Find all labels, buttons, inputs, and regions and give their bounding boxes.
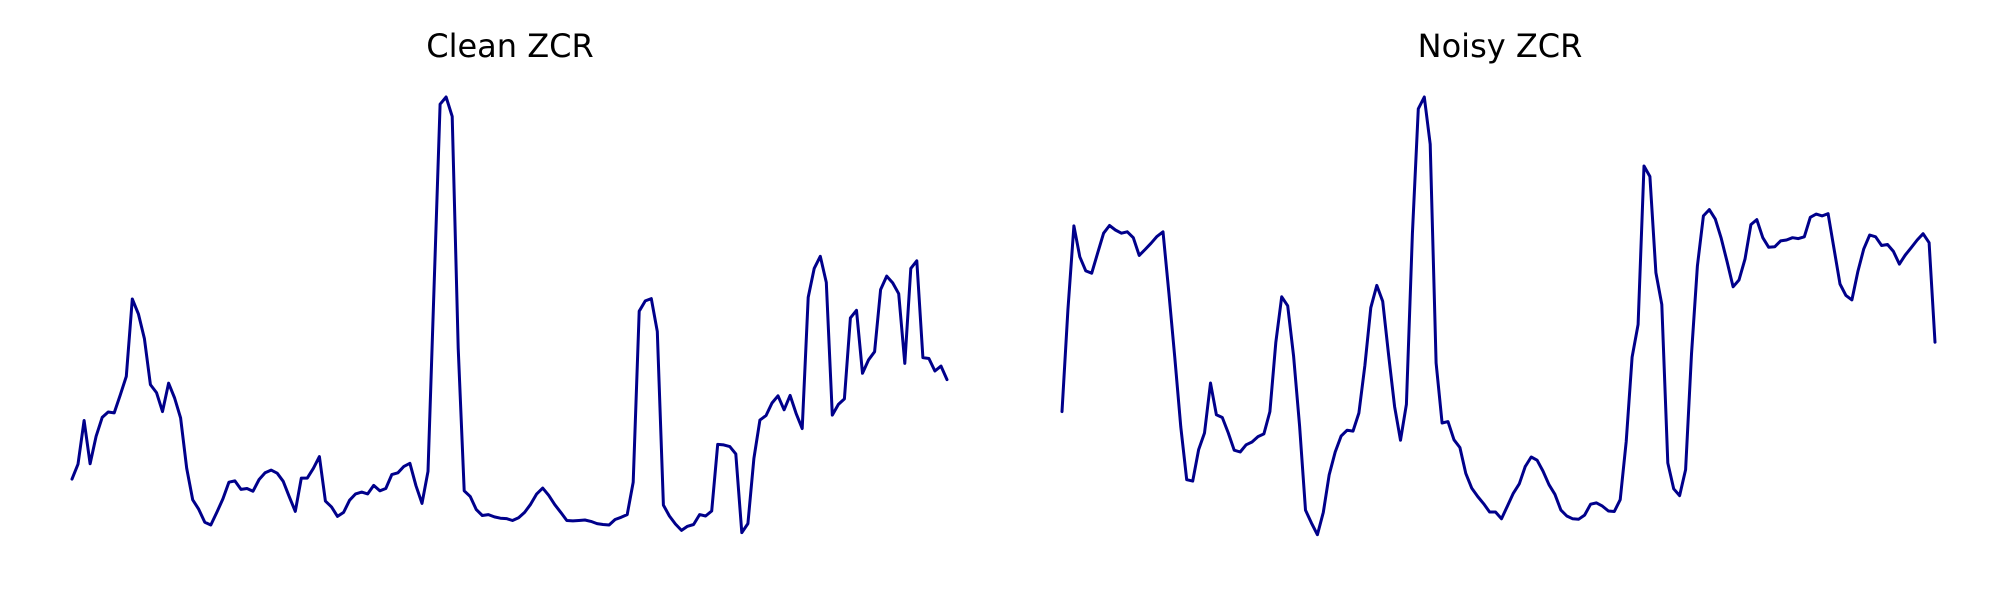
noisy-zcr-line (1060, 95, 1937, 537)
noisy-zcr-panel: Noisy ZCR (1060, 27, 1937, 537)
noisy-zcr-title: Noisy ZCR (1418, 27, 1583, 65)
clean-zcr-title: Clean ZCR (426, 27, 593, 65)
clean-zcr-panel: Clean ZCR (70, 27, 949, 535)
clean-zcr-line (70, 95, 949, 535)
